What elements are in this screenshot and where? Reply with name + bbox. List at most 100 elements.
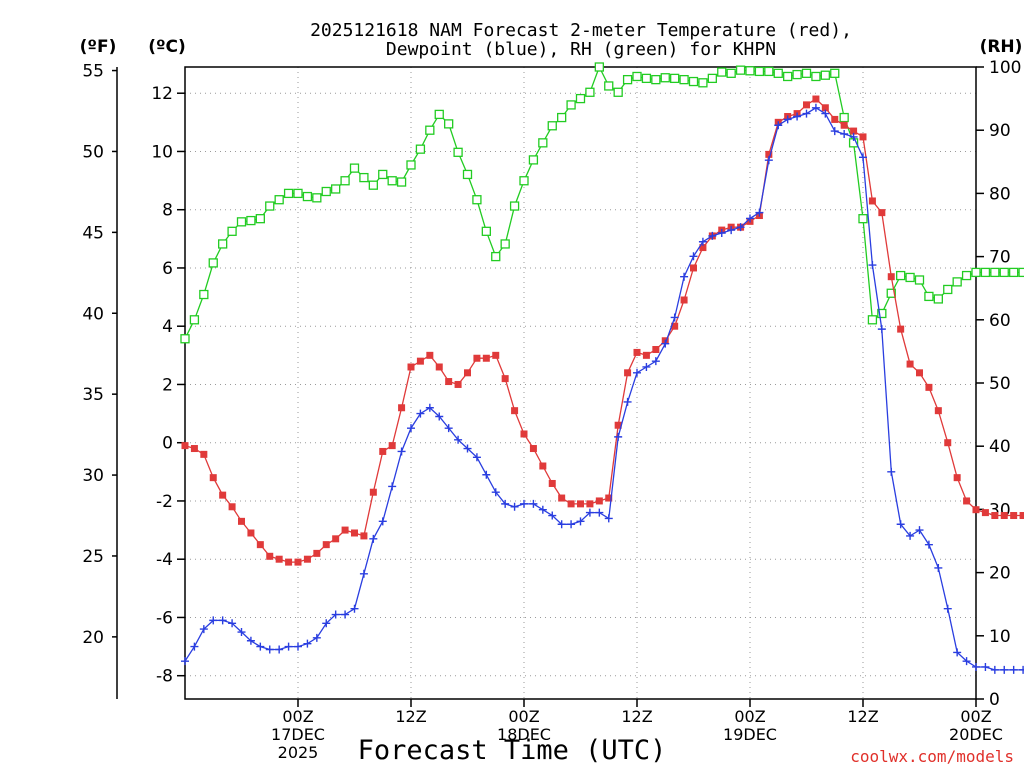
- rh-point: [585, 87, 595, 97]
- temperature-point: [680, 296, 688, 304]
- rh-point: [453, 147, 463, 157]
- temperature-point: [878, 209, 886, 217]
- rh-point: [660, 73, 670, 83]
- temperature-point: [341, 526, 349, 534]
- fahrenheit-tick-label: 25: [82, 547, 104, 567]
- rh-point: [914, 275, 925, 285]
- dewpoint-point: [256, 642, 265, 651]
- dewpoint-point: [830, 127, 839, 136]
- rh-point: [990, 267, 1000, 278]
- time-tick-label: 12Z: [395, 707, 426, 726]
- temperature-point: [256, 541, 264, 549]
- temperature-point: [953, 474, 961, 482]
- dewpoint-point: [859, 153, 867, 162]
- temperature-point: [803, 101, 810, 109]
- rh-point: [462, 169, 473, 180]
- dewpoint-point: [209, 616, 218, 625]
- rh-point: [811, 71, 821, 82]
- temperature-point: [360, 532, 368, 540]
- dewpoint-point: [934, 563, 943, 572]
- rh-point: [707, 73, 717, 84]
- rh-point: [622, 74, 633, 85]
- rh-point: [971, 267, 981, 278]
- rh-point: [745, 66, 755, 76]
- rh-point: [547, 121, 557, 131]
- temperature-point: [1019, 512, 1024, 520]
- temperature-point: [981, 509, 989, 517]
- temperature-point: [925, 383, 933, 391]
- rh-point: [265, 201, 275, 211]
- celsius-tick-label: 12: [151, 84, 173, 104]
- dewpoint-point: [463, 444, 472, 453]
- rh-point: [472, 195, 482, 205]
- rh-point: [641, 73, 652, 84]
- dewpoint-point: [698, 237, 707, 246]
- dewpoint-point: [388, 482, 397, 491]
- temperature-point: [501, 375, 509, 383]
- rh-point: [839, 112, 849, 123]
- rh-point: [933, 294, 943, 304]
- rh-point: [952, 277, 962, 287]
- credit-link[interactable]: coolwx.com/models: [850, 747, 1014, 766]
- rh-point: [773, 68, 783, 78]
- rh-point: [227, 226, 237, 236]
- time-tick-label: 2025: [278, 743, 319, 762]
- dewpoint-point: [322, 619, 331, 628]
- dewpoint-point: [972, 662, 980, 671]
- rh-point: [293, 188, 303, 199]
- dewpoint-point: [557, 520, 566, 529]
- rh-point: [246, 215, 256, 226]
- rh-tick-label: 20: [989, 564, 1011, 584]
- temperature-point: [652, 346, 660, 354]
- rh-tick-label: 60: [989, 311, 1011, 331]
- celsius-tick-label: 0: [162, 434, 173, 454]
- dewpoint-point: [275, 645, 284, 654]
- temperature-point: [435, 363, 443, 371]
- rh-point: [575, 93, 586, 104]
- dewpoint-point: [1009, 665, 1018, 674]
- temperature-point: [944, 439, 952, 447]
- rh-point: [236, 217, 247, 227]
- temperature-point: [464, 369, 471, 377]
- temperature-point: [285, 558, 293, 566]
- dewpoint-point: [868, 261, 877, 270]
- temperature-point: [595, 497, 603, 505]
- temperature-point: [482, 354, 490, 362]
- dewpoint-point: [651, 357, 660, 366]
- rh-point: [717, 67, 727, 77]
- dewpoint-point: [981, 662, 990, 671]
- temperature-point: [765, 150, 773, 158]
- rh-point: [387, 176, 397, 186]
- fahrenheit-tick-label: 40: [82, 304, 104, 324]
- dewpoint-point: [585, 508, 594, 517]
- rh-point: [566, 100, 576, 110]
- time-tick-label: 12Z: [621, 707, 652, 726]
- temperature-point: [190, 445, 198, 453]
- temperature-series: [181, 95, 1024, 566]
- time-tick-label: 20DEC: [949, 725, 1003, 744]
- dewpoint-point: [407, 424, 415, 433]
- temperature-point: [539, 462, 547, 470]
- rh-point: [764, 66, 774, 77]
- rh-point: [1009, 267, 1019, 278]
- dewpoint-point: [1019, 665, 1024, 674]
- x-axis-label: Forecast Time (UTC): [358, 735, 667, 766]
- rh-point: [509, 201, 520, 211]
- time-tick-label: 00Z: [508, 707, 539, 726]
- rh-point: [820, 70, 830, 80]
- dewpoint-point: [736, 223, 745, 232]
- dewpoint-point: [501, 499, 510, 508]
- celsius-tick-label: -6: [156, 608, 173, 628]
- dewpoint-point: [623, 397, 632, 406]
- rh-point: [434, 109, 444, 120]
- temperature-point: [275, 555, 283, 563]
- celsius-tick-label: -8: [156, 667, 173, 687]
- temperature-point: [567, 500, 575, 508]
- time-tick-label: 00Z: [282, 707, 313, 726]
- dewpoint-point: [811, 103, 820, 112]
- rh-point: [830, 68, 840, 78]
- celsius-tick-label: 4: [162, 317, 173, 337]
- rh-point: [199, 289, 209, 300]
- rh-point: [557, 112, 567, 123]
